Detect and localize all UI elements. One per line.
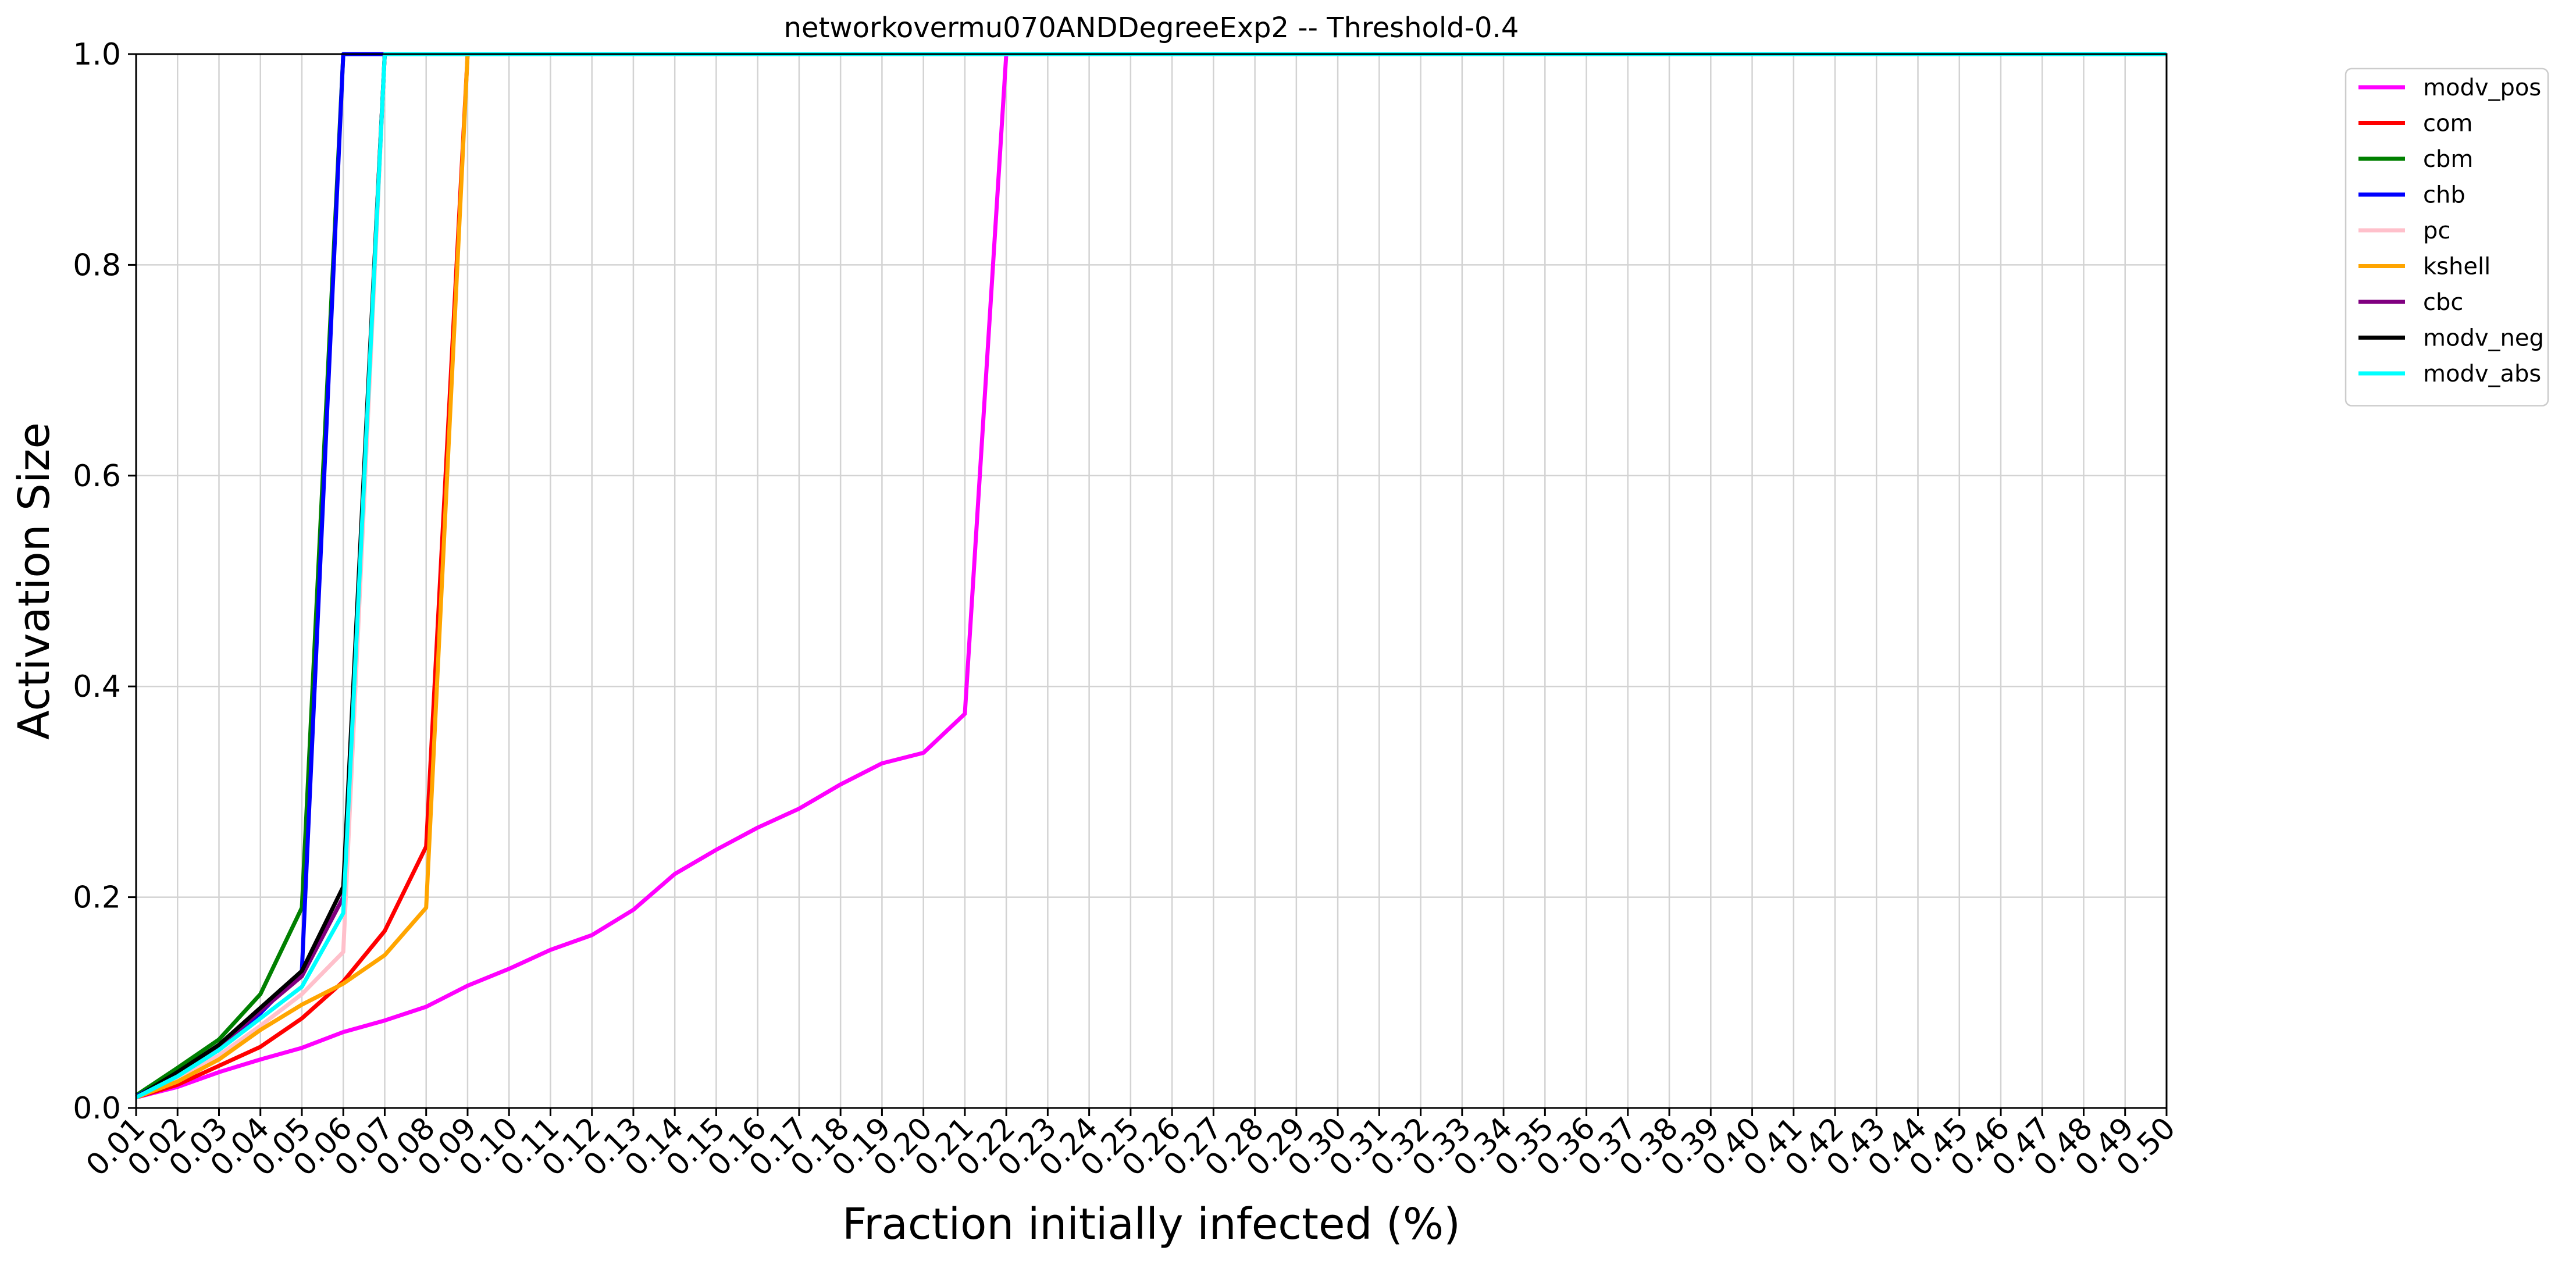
legend-label-pc: pc [2423, 218, 2450, 244]
chart-title: networkovermu070ANDDegreeExp2 -- Thresho… [784, 12, 1519, 44]
y-tick-label: 0.4 [73, 669, 121, 704]
y-tick-label: 0.6 [73, 459, 121, 494]
y-axis-ticks: 0.0 0.2 0.4 0.6 0.8 1.0 [73, 37, 136, 1126]
legend-label-modv_neg: modv_neg [2423, 325, 2544, 352]
legend-label-cbm: cbm [2423, 146, 2473, 173]
y-axis-label: Activation Size [9, 422, 59, 740]
legend-label-modv_pos: modv_pos [2423, 74, 2541, 101]
legend-label-com: com [2423, 111, 2472, 137]
legend-label-modv_abs: modv_abs [2423, 361, 2541, 387]
legend-label-kshell: kshell [2423, 254, 2491, 280]
y-tick-label: 0.0 [73, 1091, 121, 1126]
y-tick-label: 1.0 [73, 37, 121, 72]
legend-label-cbc: cbc [2423, 289, 2463, 316]
x-axis-label: Fraction initially infected (%) [842, 1199, 1460, 1249]
y-tick-label: 0.8 [73, 248, 121, 283]
plot-frame [135, 53, 2168, 1109]
legend-label-chb: chb [2423, 182, 2465, 209]
legend-box [2345, 67, 2549, 407]
y-tick-label: 0.2 [73, 881, 121, 915]
